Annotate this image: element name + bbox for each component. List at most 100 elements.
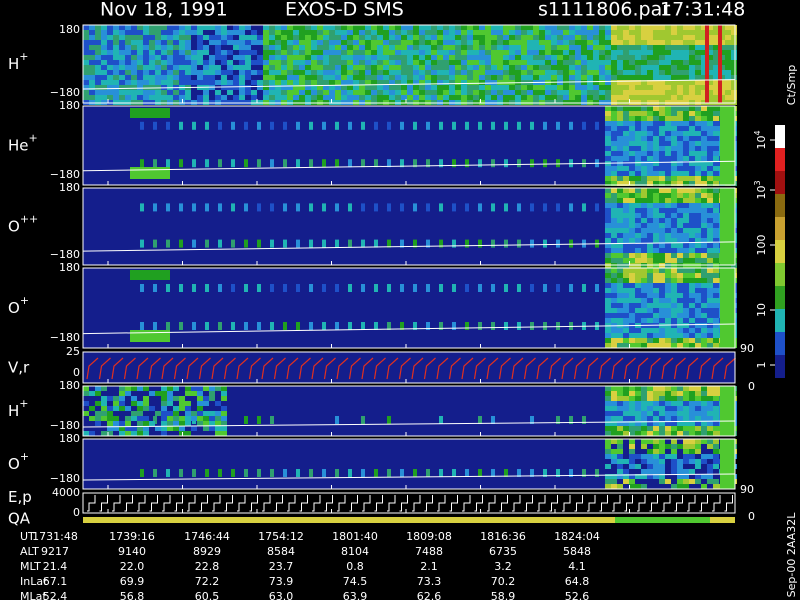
spectrogram-cell [581,65,587,70]
spectrogram-cell [611,308,617,313]
spectrogram-cell [599,60,605,65]
spectrogram-cell [155,30,161,35]
spectrogram-cell [191,416,197,421]
ephemeris-value: 63.9 [343,590,368,600]
spectrogram-cell [629,258,635,263]
spectrogram-cell [689,308,695,313]
spectrogram-cell [467,45,473,50]
spectrogram-cell [557,35,563,40]
spectrogram-cell [389,35,395,40]
spectrogram-cell [635,50,641,55]
spectrogram-cell [671,396,677,401]
spectrogram-cell [509,90,515,95]
spectrogram-cell [683,253,689,258]
spectrogram-cell [617,223,623,228]
panel-frame [82,351,736,384]
spectrogram-cell [205,239,209,248]
spectrogram-cell [293,80,299,85]
spectrogram-cell [695,166,701,171]
spectrogram-cell [263,35,269,40]
spectrogram-cell [617,474,623,479]
spectrogram-cell [611,401,617,406]
spectrogram-cell [713,55,719,60]
spectrogram-cell [695,411,701,416]
spectrogram-cell [617,243,623,248]
spectrogram-cell [689,439,695,444]
spectrogram-cell [701,328,707,333]
spectrogram-cell [653,198,659,203]
spectrogram-cell [611,75,617,80]
spectrogram-cell [251,75,257,80]
spectrogram-cell [389,40,395,45]
spectrogram-cell [341,50,347,55]
spectrogram-cell [611,126,617,131]
spectrogram-cell [161,416,167,421]
spectrogram-cell [347,70,353,75]
spectrogram-cell [401,45,407,50]
spectrogram-cell [179,75,185,80]
spectrogram-cell [623,308,629,313]
spectrogram-cell [707,298,713,303]
spectrogram-cell [605,50,611,55]
spectrogram-cell [239,25,245,30]
spectrogram-cell [155,50,161,55]
spectrogram-cell [647,426,653,431]
spectrogram-cell [395,85,401,90]
spectrogram-cell [233,45,239,50]
spectrogram-cell [395,80,401,85]
spectrogram-cell [113,426,119,431]
spectrogram-cell [437,75,443,80]
spectrogram-cell [707,208,713,213]
spectrogram-cell [629,218,635,223]
velocity-trace [323,357,336,380]
spectrogram-cell [575,30,581,35]
spectrogram-cell [671,218,677,223]
spectrogram-cell [605,45,611,50]
spectrogram-cell [365,40,371,45]
spectrogram-cell [653,248,659,253]
spectrogram-cell [137,30,143,35]
spectrogram-cell [425,75,431,80]
spectrogram-cell [629,70,635,75]
spectrogram-cell [677,328,683,333]
spectrogram-cell [569,75,575,80]
spectrogram-cell [635,80,641,85]
spectrogram-cell [665,203,671,208]
spectrogram-cell [701,431,707,436]
ephemeris-value: 56.8 [120,590,145,600]
spectrogram-cell [587,90,593,95]
colorbar-tick-label: 10 [755,303,768,317]
spectrogram-cell [605,283,611,288]
spectrogram-cell [581,30,587,35]
spectrogram-cell [671,55,677,60]
spectrogram-cell [239,60,245,65]
spectrogram-cell [400,121,404,130]
spectrogram-cell [231,159,235,168]
spectrogram-cell [695,151,701,156]
spectrogram-cell [701,116,707,121]
spectrogram-cell [426,284,430,292]
spectrogram-cell [653,55,659,60]
colorbar-segment [775,125,785,148]
spectrogram-cell [653,30,659,35]
spectrogram-cell [461,35,467,40]
spectrogram-cell [179,406,185,411]
spectrogram-cell [707,243,713,248]
spectrogram-cell [635,298,641,303]
ephemeris-value: 21.4 [43,560,68,573]
spectrogram-cell [695,333,701,338]
spectrogram-cell [467,75,473,80]
spectrogram-cell [665,288,671,293]
spectrogram-cell [263,60,269,65]
spectrogram-cell [707,223,713,228]
spectrogram-cell [533,25,539,30]
spectrogram-cell [647,454,653,459]
spectrogram-cell [113,90,119,95]
spectrogram-cell [309,284,313,292]
spectrogram-cell [617,151,623,156]
spectrogram-cell [149,391,155,396]
spectrogram-cell [192,284,196,292]
spectrogram-cell [233,25,239,30]
spectrogram-cell [683,439,689,444]
spectrogram-cell [707,474,713,479]
